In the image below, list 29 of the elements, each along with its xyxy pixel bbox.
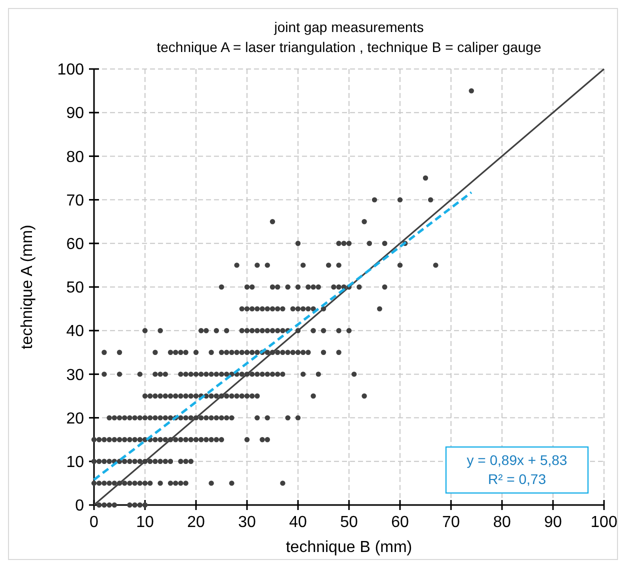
- y-tick-label: 30: [66, 366, 84, 384]
- x-tick-label: 20: [187, 514, 205, 531]
- y-tick-label: 100: [57, 62, 84, 79]
- y-tick-label: 70: [66, 192, 84, 210]
- y-axis-title: technique A (mm): [19, 224, 36, 350]
- x-tick-label: 0: [90, 514, 99, 531]
- x-tick-label: 100: [590, 514, 618, 531]
- x-tick-label: 90: [544, 514, 562, 531]
- y-tick-label: 40: [66, 323, 84, 340]
- x-tick-label: 80: [493, 514, 511, 531]
- y-tick-label: 0: [75, 498, 84, 515]
- y-tick-label: 20: [66, 410, 84, 428]
- x-tick-label: 70: [442, 514, 460, 531]
- x-tick-label: 30: [238, 514, 256, 531]
- y-tick-label: 50: [66, 280, 84, 297]
- x-tick-label: 40: [289, 514, 307, 531]
- y-tick-label: 10: [66, 454, 84, 471]
- chart-title: joint gap measurements: [273, 19, 424, 35]
- x-axis-title: technique B (mm): [286, 539, 412, 556]
- x-tick-label: 10: [136, 514, 154, 531]
- chart-subtitle: technique A = laser triangulation , technique B = caliper gauge: [156, 39, 542, 55]
- annotation: y = 0,89x + 5,83: [466, 452, 568, 468]
- y-tick-label: 60: [66, 236, 84, 253]
- y-tick-label: 90: [66, 105, 84, 122]
- x-tick-label: 60: [391, 514, 409, 531]
- x-tick-label: 50: [340, 514, 358, 531]
- annotation: R² = 0,73: [488, 471, 546, 487]
- y-tick-label: 80: [66, 148, 84, 166]
- equation-box: y = 0,89x + 5,83 R² = 0,73: [445, 446, 589, 494]
